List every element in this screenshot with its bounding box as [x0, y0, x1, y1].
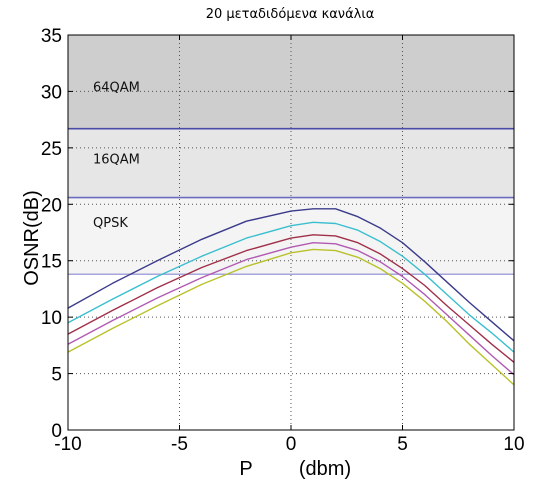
x-axis-label-p: P	[239, 458, 252, 480]
x-tick-label: 0	[286, 434, 297, 455]
threshold-lines	[68, 127, 514, 276]
series-line-3	[67, 234, 515, 363]
x-tick-label: -5	[171, 434, 188, 455]
series-line-5	[67, 248, 515, 386]
y-tick-label: 30	[41, 82, 62, 103]
x-axis-label-unit: (dbm)	[299, 458, 351, 480]
axis-ticks: -10 -5 0 5 10 0 5 10 15 20 25 30 35	[41, 26, 525, 455]
y-tick-label: 15	[41, 252, 62, 273]
y-tick-label: 25	[41, 139, 62, 160]
y-axis-label: OSNR(dB)	[21, 190, 43, 286]
band-label-64qam: 64QAM	[93, 80, 140, 95]
series-line-1	[67, 208, 515, 342]
x-tick-label: -10	[54, 434, 81, 455]
series-lines	[67, 208, 515, 386]
y-tick-label: 35	[41, 26, 62, 47]
x-tick-label: 10	[503, 434, 524, 455]
y-tick-label: 20	[41, 195, 62, 216]
chart-title: 20 μεταδιδόμενα κανάλια	[206, 7, 375, 22]
y-tick-label: 0	[51, 421, 62, 442]
x-tick-label: 5	[397, 434, 408, 455]
band-64qam	[68, 35, 514, 129]
series-line-2	[67, 221, 515, 353]
y-tick-label: 10	[41, 308, 62, 329]
series-line-4	[67, 241, 515, 376]
band-label-qpsk: QPSK	[93, 216, 128, 231]
band-labels: QPSK 16QAM 64QAM	[93, 80, 140, 230]
band-label-16qam: 16QAM	[93, 153, 140, 168]
y-tick-label: 5	[51, 365, 62, 386]
